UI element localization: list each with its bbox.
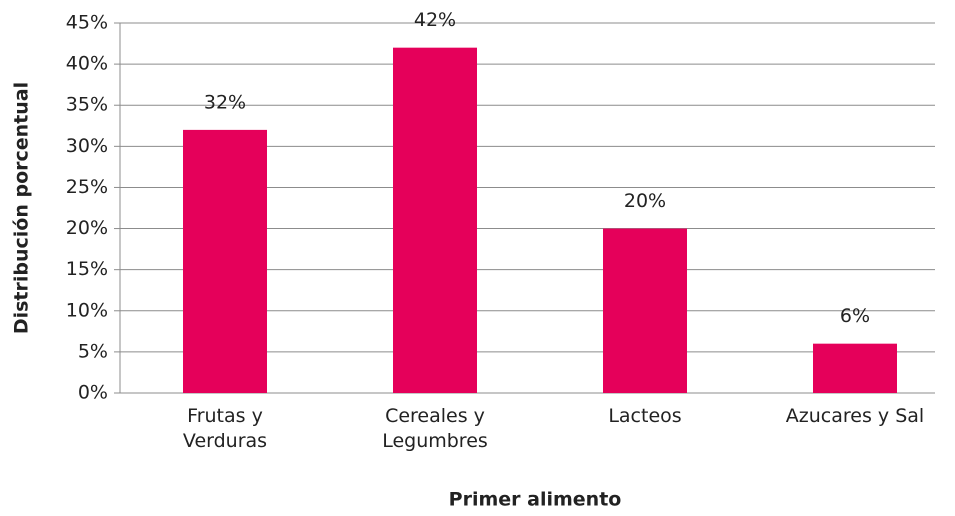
y-tick-label: 15%: [66, 258, 108, 280]
x-tick-label: Cereales y Legumbres: [382, 405, 488, 452]
bar: [603, 228, 687, 393]
y-axis-title: Distribución porcentual: [11, 82, 33, 334]
data-label: 6%: [840, 305, 870, 327]
y-tick-label: 25%: [66, 176, 108, 198]
x-tick-label: Azucares y Sal: [785, 405, 925, 427]
data-label: 42%: [414, 9, 456, 31]
x-tick-label: Frutas y Verduras: [182, 405, 268, 452]
y-tick-label: 40%: [66, 53, 108, 75]
y-tick-label: 20%: [66, 217, 108, 239]
y-tick-label: 30%: [66, 135, 108, 157]
x-axis-title: Primer alimento: [449, 489, 622, 511]
data-label: 32%: [204, 91, 246, 113]
bar: [393, 47, 477, 394]
y-tick-label: 0%: [78, 382, 108, 404]
bar: [183, 129, 267, 393]
y-tick-label: 35%: [66, 94, 108, 116]
data-label: 20%: [624, 190, 666, 212]
y-tick-label: 5%: [78, 340, 108, 362]
y-tick-label: 45%: [66, 12, 108, 34]
y-tick-label: 10%: [66, 299, 108, 321]
x-tick-label: Lacteos: [608, 405, 682, 427]
bar: [813, 343, 897, 393]
